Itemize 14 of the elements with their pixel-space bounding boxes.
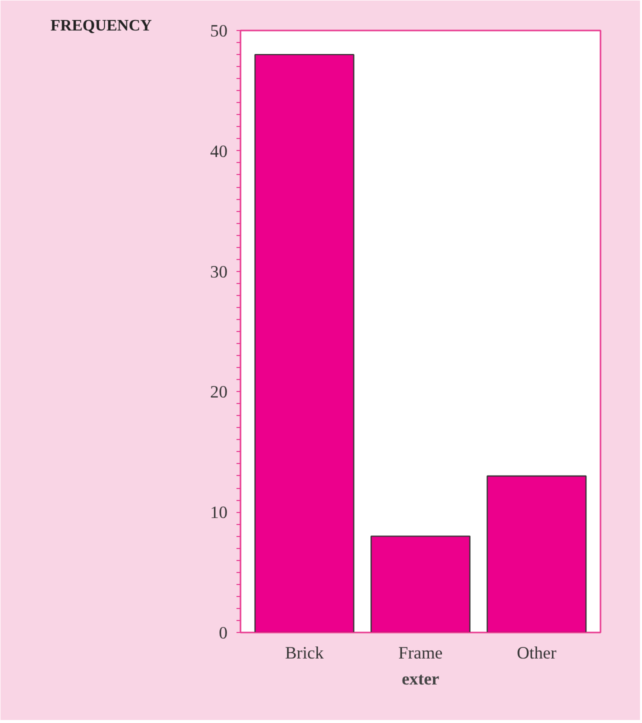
y-tick-label: 20	[210, 382, 228, 402]
bar	[486, 475, 587, 632]
y-tick-label: 40	[210, 142, 228, 161]
y-tick-label: 0	[218, 624, 228, 642]
bar	[370, 536, 470, 632]
x-tick-label: Brick	[285, 644, 324, 662]
y-tick-label: 10	[210, 503, 228, 522]
y-tick-label: 30	[210, 262, 228, 282]
bar	[254, 54, 354, 632]
y-tick-label: 50	[210, 22, 228, 40]
x-tick-label: Frame	[398, 644, 443, 662]
y-axis-title: FREQUENCY	[50, 18, 152, 34]
x-axis-title: exter	[402, 670, 440, 688]
x-tick-label: Other	[516, 644, 557, 662]
